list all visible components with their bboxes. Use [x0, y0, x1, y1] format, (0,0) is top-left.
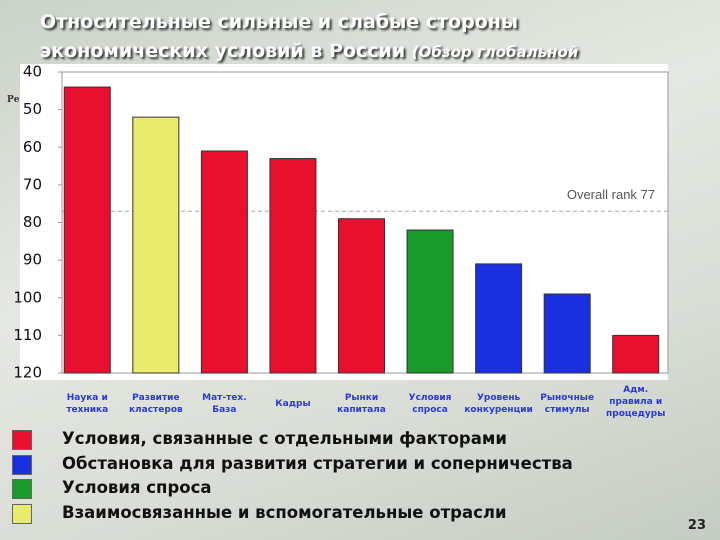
x-tick-label: Наука и техника	[66, 393, 109, 415]
bar	[269, 158, 317, 374]
legend-label: Взаимосвязанные и вспомогательные отрасл…	[62, 502, 507, 522]
slide-number: 23	[687, 518, 706, 533]
axis-fragment: Ре	[7, 95, 20, 105]
legend-swatch	[12, 503, 32, 524]
legend-swatch	[12, 430, 32, 450]
y-tick-label: 40	[23, 63, 42, 81]
bar	[63, 86, 111, 374]
y-tick-label: 70	[23, 175, 42, 193]
x-tick-label: Рынки капитала	[337, 393, 386, 415]
x-tick-label: Адм. правила и процедуры	[606, 385, 666, 419]
bar	[200, 150, 248, 374]
bar	[475, 263, 523, 374]
y-tick-label: 110	[13, 326, 42, 344]
legend-label: Условия спроса	[62, 478, 212, 497]
y-tick-label: 80	[23, 213, 42, 231]
y-tick-label: 50	[23, 100, 42, 118]
y-tick-label: 120	[13, 364, 42, 382]
legend-swatch	[12, 454, 32, 475]
y-tick-label: 60	[23, 138, 42, 156]
bar	[406, 229, 454, 374]
reference-label: Overall rank 77	[567, 187, 655, 202]
x-tick-label: Условия спроса	[408, 393, 452, 415]
legend-swatch	[12, 479, 32, 499]
bar	[543, 293, 591, 374]
title-line: Относительные сильные и слабые стороны	[40, 11, 519, 33]
bar	[338, 218, 385, 374]
x-tick-label: Уровень конкуренции	[464, 393, 533, 415]
title-note: (Обзор глобальной	[411, 43, 579, 61]
x-tick-label: Развитие кластеров	[128, 393, 183, 415]
y-tick-label: 100	[13, 288, 42, 306]
y-tick-label: 90	[23, 251, 42, 269]
legend-label: Обстановка для развития стратегии и сопе…	[62, 453, 573, 473]
bar	[612, 334, 660, 374]
title-line: экономических условий в России	[40, 40, 406, 62]
x-tick-label: Кадры	[275, 399, 311, 409]
bar	[132, 116, 180, 374]
x-tick-label: Рыночные стимулы	[540, 393, 595, 415]
chart-title: Относительные сильные и слабые стороны эк…	[40, 8, 578, 67]
legend-label: Условия, связанные с отдельными факторам…	[62, 429, 507, 448]
x-tick-label: Мат-тех. База	[202, 393, 247, 415]
